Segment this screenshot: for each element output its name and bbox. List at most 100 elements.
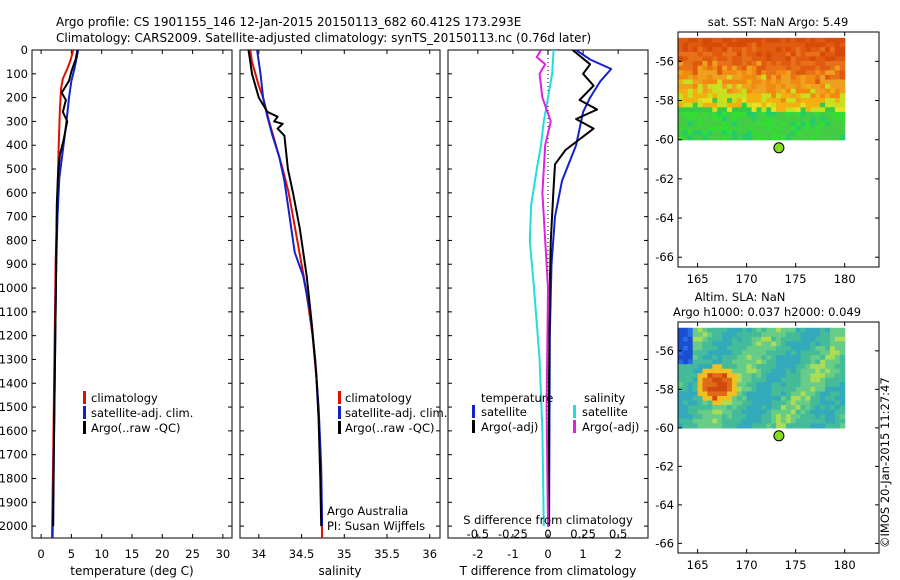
map-cell [766,341,772,347]
map-cell [741,56,748,62]
map-cell [697,400,704,406]
map-cell [746,341,753,347]
map-cell [810,121,816,127]
map-cell [731,359,738,365]
map-cell [805,359,811,365]
map-cell [761,368,767,374]
map-cell [766,418,772,424]
map-cell [731,373,738,379]
legend-label-s-satellite: satellite [582,405,628,419]
map-cell [702,70,709,76]
map-cell [810,74,816,81]
map-cell [697,373,704,379]
map-cell [790,409,797,415]
map-cell [707,418,713,424]
map-cell [800,332,807,338]
map-cell [722,125,728,132]
map-cell [722,364,728,370]
map-cell [825,107,831,113]
map-cell [825,51,831,57]
map-cell [756,121,762,127]
map-cell [795,359,802,365]
map-cell [687,47,694,53]
map-cell [771,396,777,402]
map-cell [834,111,841,118]
map-cell [722,341,728,347]
map-cell [712,359,718,365]
map-cell [776,130,782,136]
map-cell [825,364,831,370]
map-cell [790,70,797,76]
map-cell [815,341,821,347]
map-cell [751,130,758,136]
map-cell [800,79,807,85]
map-cell [731,368,738,374]
map-cell [687,386,694,393]
map-cell [727,121,733,127]
map-cell [771,400,777,406]
map-cell [707,74,713,81]
map-cell [776,355,782,361]
map-cell [790,373,797,379]
map-cell [702,121,709,127]
map-cell [771,102,777,108]
map-cell [707,93,713,99]
map-cell [810,130,816,136]
map-cell [810,414,816,420]
map-cell [834,51,841,57]
map-cell [805,116,811,122]
map-cell [707,373,713,379]
map-cell [795,74,802,81]
map-cell [702,359,709,365]
map-cell [771,56,777,62]
map-cell [702,98,709,104]
map-cell [756,386,762,393]
map-cell [810,396,816,402]
map-cell [839,84,846,90]
map-cell [717,350,723,356]
map-cell [682,414,689,420]
map-cell [707,364,713,370]
map-cell [839,350,846,356]
map-cell [825,332,831,338]
temperature-xlabel: temperature (deg C) [70,564,193,578]
map-cell [761,42,767,48]
map-cell [712,355,718,361]
map-cell [746,42,753,48]
map-cell [761,414,767,420]
map-cell [820,377,826,383]
series-argo-raw-qc- [247,50,323,527]
map-cell [829,93,836,99]
map-cell [825,47,831,53]
map-cell [820,37,826,44]
map-cell [800,51,807,57]
map-cell [692,98,699,104]
map-cell [825,418,831,424]
map-cell [834,400,841,406]
map-cell [795,130,802,136]
map-cell [756,125,762,132]
map-cell [697,65,704,71]
map-cell [707,102,713,108]
map-cell [790,93,797,99]
map-cell [731,116,738,122]
map-cell [727,93,733,99]
map-cell [815,405,821,411]
map-y-tick-label: -66 [655,536,674,550]
map-cell [722,74,728,81]
map-cell [815,386,821,393]
map-cell [810,61,816,67]
map-cell [780,74,787,81]
map-cell [761,79,767,85]
map-cell [780,355,787,361]
map-cell [790,332,797,338]
t-difference-x-axis: -2 -1 0 1 2 [472,50,622,561]
map-cell [702,116,709,122]
map-cell [766,327,772,333]
map-cell [780,42,787,48]
x-tick-label: 0 [544,547,551,561]
map-cell [727,418,733,424]
map-cell [692,88,699,95]
legend-swatch-t-satellite [472,405,475,418]
map-cell [678,37,684,44]
